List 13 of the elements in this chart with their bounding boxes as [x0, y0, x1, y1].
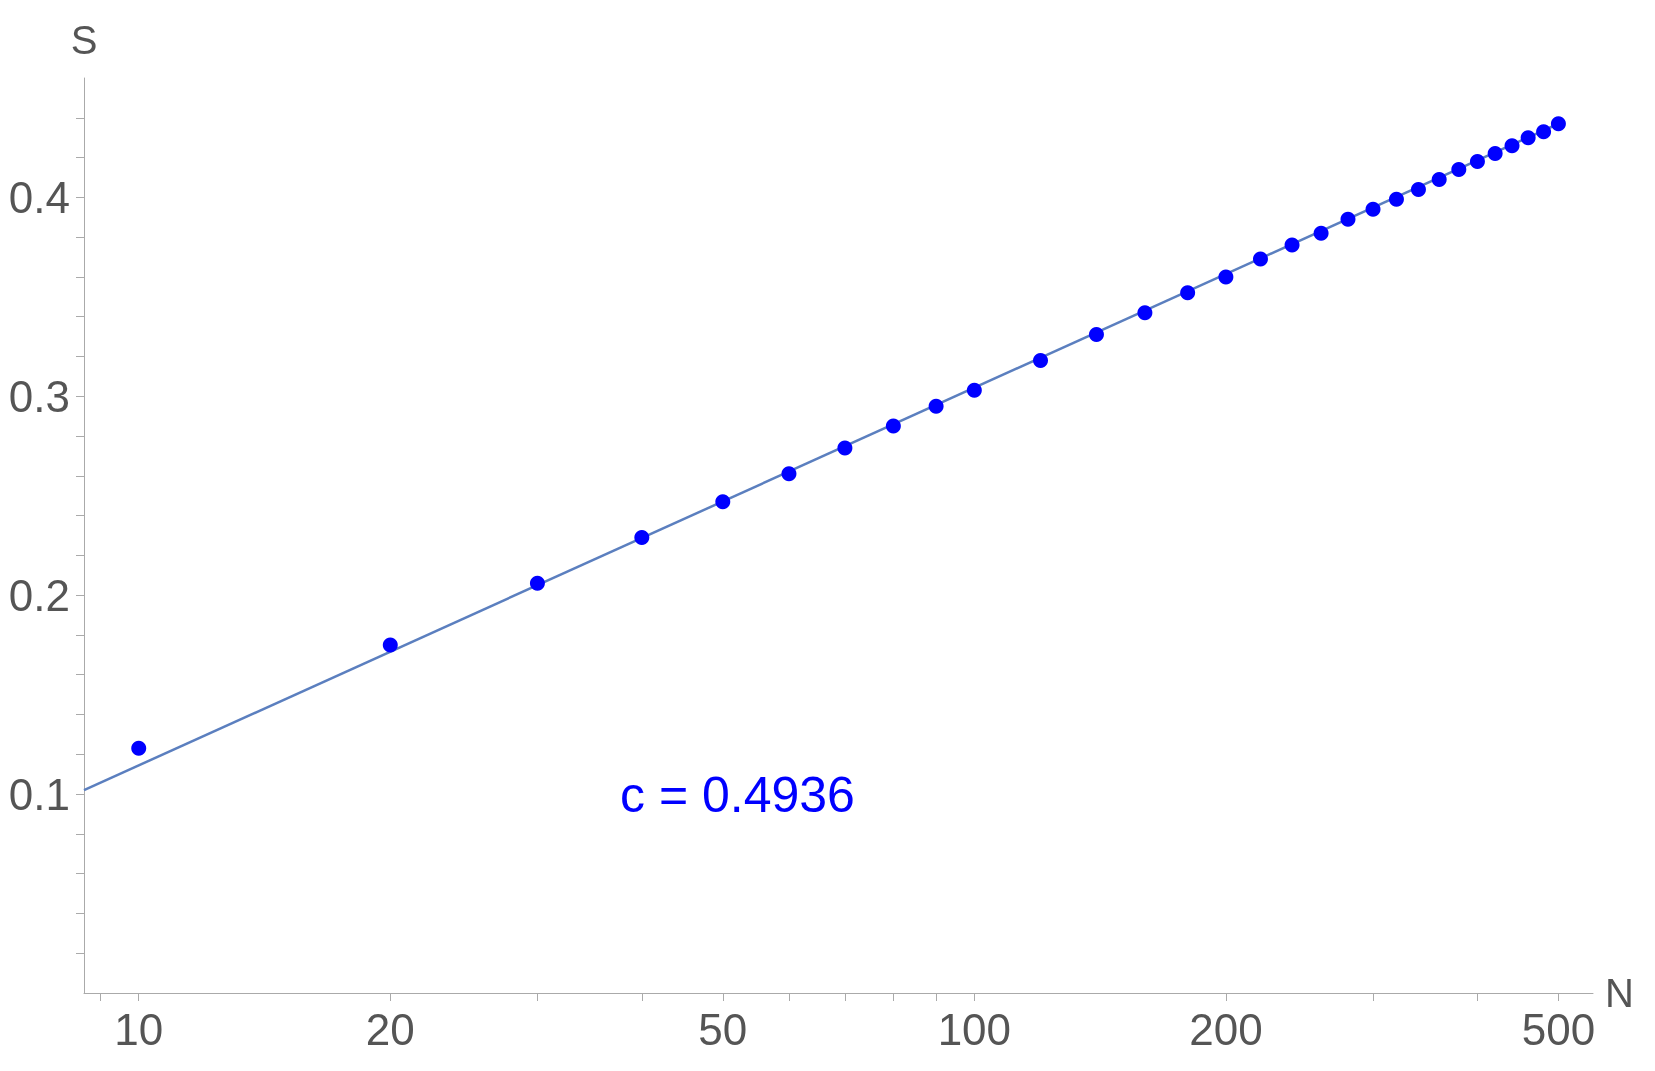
x-tick-label: 100	[937, 1004, 1012, 1054]
y-tick-label: 0.3	[8, 371, 70, 421]
x-tick-label: 200	[1189, 1004, 1263, 1054]
annotation: c = 0.4936	[620, 767, 855, 823]
x-tick-label: 500	[1521, 1004, 1596, 1054]
x-tick-label: 50	[698, 1004, 748, 1054]
x-axis-title: N	[1605, 971, 1634, 1015]
x-tick-label: 10	[114, 1004, 164, 1054]
y-tick-label: 0.1	[8, 769, 70, 819]
y-tick-label: 0.2	[8, 570, 70, 620]
x-tick-label: 20	[365, 1004, 415, 1054]
y-tick-label: 0.4	[8, 172, 70, 222]
y-axis-title: S	[70, 18, 98, 62]
